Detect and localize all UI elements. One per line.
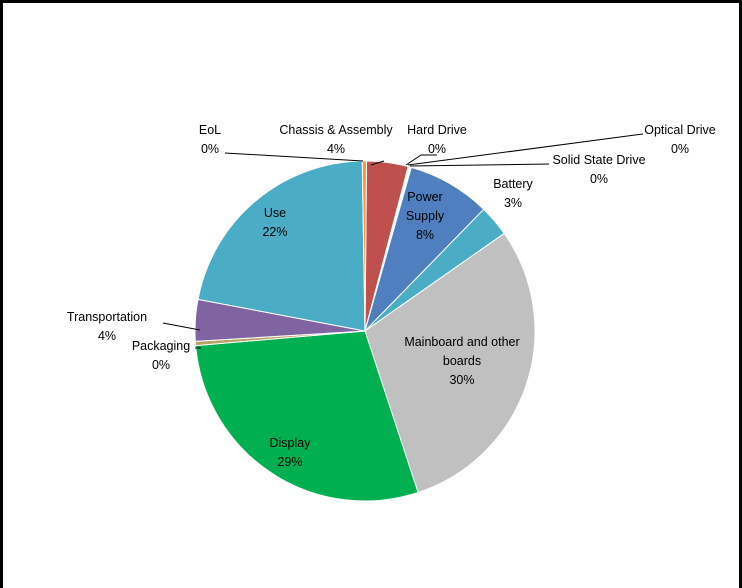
slice-label-transportation: Transportation — [67, 310, 147, 324]
slice-label-chassis-and-assembly: Chassis & Assembly — [279, 123, 393, 137]
slice-value-chassis-and-assembly: 4% — [327, 142, 345, 156]
pie-chart: Chassis & Assembly 4% Hard Drive 0% Optical … — [67, 123, 716, 502]
slice-label-solid-state-drive: Solid State Drive — [552, 153, 645, 167]
pie-slices — [194, 160, 536, 502]
pie-slice-mainboard-and-other-boards — [364, 232, 536, 494]
slice-label-battery: Battery — [493, 177, 533, 191]
slice-label-power-supply-line1: Power — [407, 190, 442, 204]
slice-label-power-supply-line2: Supply — [406, 209, 445, 223]
slice-label-display: Display — [270, 436, 312, 450]
leader-line-transportation — [162, 322, 201, 331]
slice-label-hard-drive: Hard Drive — [407, 123, 467, 137]
slice-label-mainboard-and-other-boards-line1: Mainboard and other — [404, 335, 519, 349]
leader-line-solid-state-drive — [409, 163, 550, 167]
slice-value-use: 22% — [262, 225, 287, 239]
slice-value-mainboard-and-other-boards: 30% — [449, 373, 474, 387]
leader-line-eol — [224, 152, 364, 162]
slice-label-use: Use — [264, 206, 286, 220]
slice-label-packaging: Packaging — [132, 339, 190, 353]
leader-line-hard-drive — [405, 154, 437, 166]
slice-value-battery: 3% — [504, 196, 522, 210]
slice-value-transportation: 4% — [98, 329, 116, 343]
slice-value-packaging: 0% — [152, 358, 170, 372]
leader-line-chassis-and-assembly — [370, 160, 385, 166]
slice-label-mainboard-and-other-boards-line2: boards — [443, 354, 481, 368]
slice-value-display: 29% — [277, 455, 302, 469]
slice-label-eol: EoL — [199, 123, 221, 137]
slice-value-solid-state-drive: 0% — [590, 172, 608, 186]
slice-labels: Chassis & Assembly 4% Hard Drive 0% Optical … — [67, 123, 716, 469]
slice-label-optical-drive: Optical Drive — [644, 123, 716, 137]
leader-line-optical-drive — [407, 133, 644, 166]
pie-slice-display — [195, 330, 419, 502]
slice-value-hard-drive: 0% — [428, 142, 446, 156]
leader-lines — [162, 133, 644, 349]
pie-slice-use — [197, 160, 366, 332]
slice-value-eol: 0% — [201, 142, 219, 156]
slice-value-optical-drive: 0% — [671, 142, 689, 156]
slice-value-power-supply: 8% — [416, 228, 434, 242]
